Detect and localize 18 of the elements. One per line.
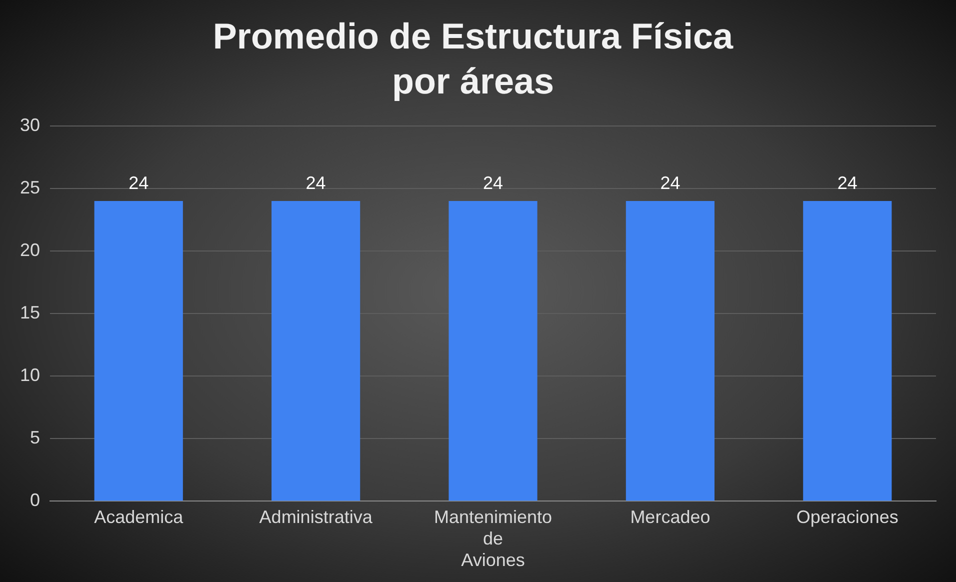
- x-tick-label: Mercadeo: [630, 506, 710, 527]
- y-tick-label: 30: [20, 114, 40, 135]
- x-tick-label: Mantenimiento de Aviones: [434, 506, 552, 570]
- y-tick-label: 0: [30, 490, 40, 510]
- data-label: 24: [837, 173, 858, 194]
- x-tick-label: Operaciones: [796, 506, 898, 527]
- y-tick-label: 10: [20, 365, 40, 386]
- data-label: 24: [660, 173, 680, 194]
- data-label: 24: [482, 173, 504, 194]
- x-tick-label: Administrativa: [259, 506, 374, 527]
- x-tick-label: Academica: [94, 506, 184, 527]
- y-tick-label: 5: [30, 428, 40, 448]
- data-label: 24: [128, 173, 149, 194]
- data-label: 24: [306, 173, 326, 194]
- y-tick-label: 20: [20, 240, 40, 260]
- chart-title: Promedio de Estructura Física por áreas: [212, 15, 734, 102]
- y-tick-label: 25: [20, 178, 40, 198]
- y-tick-label: 15: [20, 302, 40, 323]
